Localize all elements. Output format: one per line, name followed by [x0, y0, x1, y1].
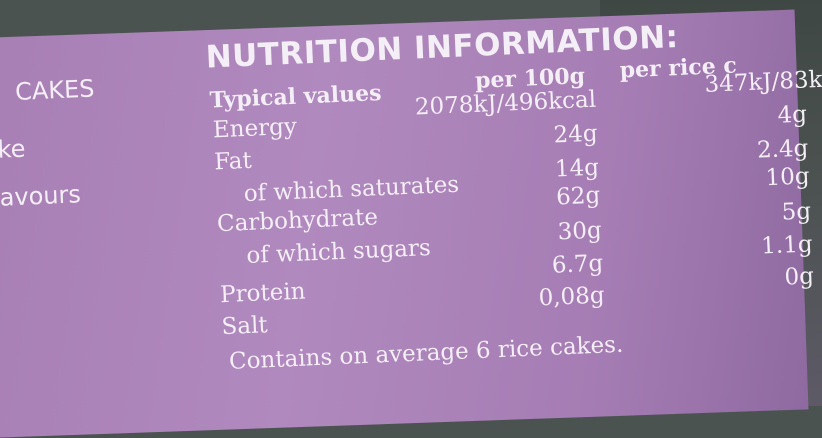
value-per-cake: 0g: [784, 263, 815, 291]
value-per-100g: 2078kJ/496kcal: [414, 86, 597, 121]
value-per-100g: 30g: [557, 217, 603, 246]
nutrient-name: Salt: [221, 312, 269, 341]
fragment: CAKES: [14, 74, 95, 106]
nutrient-name: Energy: [212, 113, 298, 144]
nutrition-label: CAKES ke avours NUTRITION INFORMATION: T…: [0, 18, 822, 375]
value-per-cake: 10g: [765, 163, 811, 192]
value-per-cake: 1.1g: [760, 231, 814, 260]
nutrient-name: Carbohydrate: [216, 204, 379, 238]
fragment: avours: [0, 180, 82, 212]
nutrient-name: Protein: [219, 278, 307, 309]
title: NUTRITION INFORMATION:: [205, 18, 680, 76]
header-label: Typical values: [209, 79, 382, 114]
value-per-100g: 24g: [552, 120, 599, 149]
nutrient-name: Fat: [213, 147, 253, 176]
value-per-cake: 4g: [776, 101, 808, 129]
value-per-cake: 5g: [781, 198, 812, 226]
value-per-100g: 0,08g: [538, 282, 606, 312]
footer: Contains on average 6 rice cakes.: [228, 331, 624, 375]
fragment: ke: [0, 134, 27, 164]
